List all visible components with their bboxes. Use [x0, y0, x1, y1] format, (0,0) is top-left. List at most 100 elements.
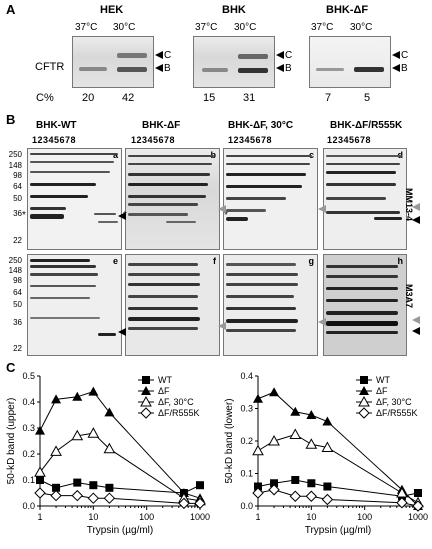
data-point	[290, 406, 301, 416]
data-point	[51, 394, 62, 404]
mw-label: 250	[8, 256, 22, 265]
black-arrow-icon	[412, 216, 420, 224]
data-point	[103, 442, 116, 454]
y-axis-label: 50-kD band (upper)	[6, 398, 17, 485]
y-tick-label: 0.5	[22, 371, 35, 381]
band-c-arrow-icon	[392, 51, 400, 59]
data-point	[71, 429, 84, 441]
data-point	[253, 393, 263, 403]
data-point	[412, 500, 424, 512]
mw-label: 148	[8, 266, 22, 275]
series-line	[257, 489, 419, 507]
panel-b-title-wt: BHK-WT	[36, 120, 77, 131]
series-line	[39, 492, 200, 504]
sublabel-h: h	[397, 256, 404, 266]
legend-label: ΔF, 30°C	[158, 397, 194, 407]
x-axis-label: Trypsin (µg/ml)	[305, 525, 372, 536]
x-tick-label: 1000	[408, 512, 428, 522]
data-point	[104, 407, 115, 417]
mw-label: 250	[8, 150, 22, 159]
legend-marker	[360, 376, 368, 384]
lane-numbers-a: 12345678	[32, 135, 77, 145]
data-point	[34, 487, 46, 499]
legend-marker	[359, 386, 369, 395]
lane-numbers-d: 12345678	[327, 135, 372, 145]
data-point	[291, 476, 300, 484]
legend-label: ΔF	[158, 386, 170, 396]
sublabel-e: e	[112, 256, 118, 266]
y-tick-label: 0.1	[22, 475, 35, 485]
data-point	[88, 386, 99, 396]
data-point	[87, 492, 100, 504]
panel-a-bhkdf-cpct-30: 5	[364, 92, 371, 104]
mw-label: 64	[13, 182, 22, 191]
legend-marker	[140, 395, 152, 407]
panel-a-bhk-cpct-30: 31	[243, 92, 256, 104]
panel-c-charts: 0.0 0.1 0.2 0.3 0.4 0.5 1 10 100 1000 Trypsin (µg/…	[6, 371, 428, 536]
data-point	[396, 486, 408, 498]
y-tick-label: 0.0	[22, 501, 35, 511]
data-point	[270, 479, 279, 488]
panel-a-bhkdf-temp-30: 30°C	[350, 22, 373, 33]
data-point	[35, 425, 45, 435]
band-b-label-bhk-df: B	[401, 63, 408, 74]
data-point	[305, 438, 318, 449]
lane-numbers-b: 12345678	[131, 135, 176, 145]
mw-label: 50	[13, 300, 22, 309]
data-point	[72, 391, 83, 401]
blot-b-c: c	[223, 148, 318, 250]
band-c-arrow-icon	[155, 51, 163, 59]
legend-label: ΔF/R555K	[158, 408, 200, 418]
panel-a-hek-cpct-37: 20	[82, 92, 95, 104]
series-line	[39, 432, 201, 502]
data-point	[50, 445, 62, 456]
y-tick-label: 0.4	[22, 397, 35, 407]
band-b-label-hek: B	[164, 63, 171, 74]
panel-a-bhkdf-cpct-37: 7	[325, 92, 332, 104]
gray-arrow-icon	[218, 205, 226, 213]
panel-a-cftr-label: CFTR	[35, 61, 65, 73]
data-point	[321, 441, 334, 452]
legend-marker	[358, 395, 370, 407]
mw-label: 22	[13, 344, 22, 353]
panel-a-hek-temp-30: 30°C	[113, 22, 136, 33]
panel-a-bhk-cpct-37: 15	[203, 92, 216, 104]
data-point	[252, 487, 264, 499]
mw-label: 148	[8, 161, 22, 170]
mw-label: 64	[13, 288, 22, 297]
panel-a-title-hek: HEK	[100, 4, 124, 16]
band-b-label-bhk: B	[285, 63, 292, 74]
panel-c-label: C	[6, 360, 16, 375]
data-point	[414, 489, 422, 497]
sublabel-f: f	[213, 256, 216, 266]
mw-label: 36	[13, 209, 22, 218]
legend-label: ΔF, 30°C	[376, 397, 412, 407]
panel-b-title-df30: BHK-ΔF, 30°C	[228, 120, 294, 131]
blot-b-g: g	[223, 254, 318, 356]
star-a: *	[22, 210, 26, 221]
mw-label: 50	[13, 194, 22, 203]
panel-a-title-bhk-df: BHK-ΔF	[326, 4, 369, 16]
legend-label: ΔF	[376, 386, 388, 396]
black-arrow-icon	[118, 328, 126, 336]
panel-a-bhk-temp-30: 30°C	[234, 22, 257, 33]
panel-a-hek-cpct-30: 42	[122, 92, 135, 104]
data-point	[268, 484, 280, 496]
legend-label: ΔF/R555K	[376, 408, 418, 418]
x-tick-label: 10	[306, 512, 316, 522]
gray-arrow-icon	[218, 322, 226, 330]
data-point	[73, 478, 82, 487]
lane-numbers-c: 12345678	[228, 135, 273, 145]
data-point	[194, 497, 206, 510]
panel-b-title-df: BHK-ΔF	[142, 120, 181, 131]
data-point	[50, 489, 62, 502]
x-tick-label: 1	[37, 512, 42, 522]
legend-marker	[140, 407, 152, 419]
data-point	[306, 410, 317, 419]
y-tick-label: 0.2	[240, 436, 253, 446]
legend-marker	[358, 407, 370, 419]
data-point	[196, 481, 204, 490]
data-point	[321, 493, 334, 506]
gray-arrow-icon	[412, 203, 420, 211]
data-point	[396, 497, 408, 509]
